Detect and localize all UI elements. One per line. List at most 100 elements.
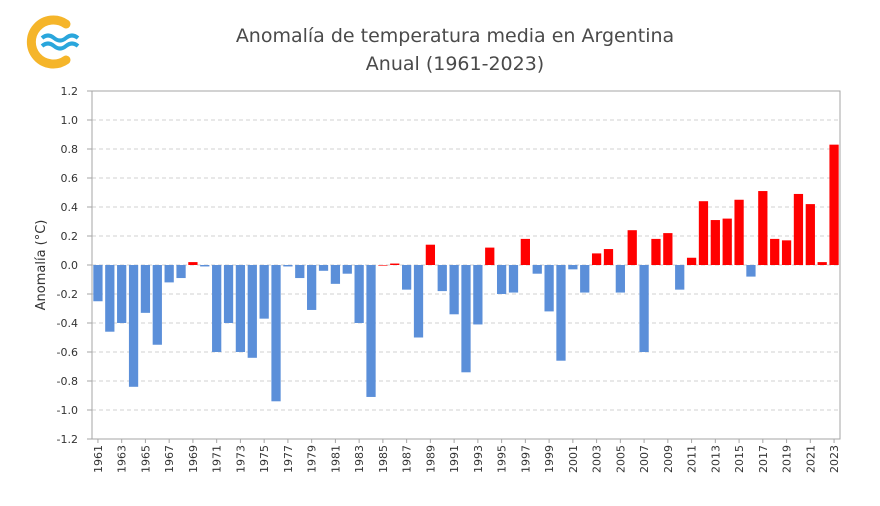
bar-2005 — [615, 265, 625, 293]
x-tick-label: 2023 — [828, 445, 841, 473]
bar-2001 — [568, 265, 578, 270]
bar-1967 — [164, 265, 174, 283]
bar-1975 — [259, 265, 269, 319]
bar-2019 — [781, 240, 792, 265]
bar-2008 — [651, 238, 661, 265]
bar-1961 — [93, 265, 103, 302]
bar-2013 — [710, 220, 720, 265]
bar-1985 — [378, 265, 388, 266]
x-tick-label: 1985 — [377, 445, 390, 473]
bar-1991 — [449, 265, 459, 315]
bar-2006 — [627, 230, 637, 265]
x-tick-label: 2013 — [709, 445, 722, 473]
x-tick-label: 1979 — [306, 445, 319, 473]
y-axis-label: Anomalía (°C) — [34, 220, 49, 311]
y-tick-label: 0.6 — [61, 172, 79, 185]
bar-1976 — [271, 265, 281, 402]
bar-1986 — [390, 263, 400, 265]
x-tick-label: 2017 — [757, 445, 770, 473]
y-tick-label: -0.2 — [57, 288, 78, 301]
organization-logo — [26, 15, 80, 69]
bar-2016 — [746, 265, 756, 277]
bar-1974 — [247, 265, 257, 358]
chart-title: Anomalía de temperatura media en Argenti… — [235, 25, 675, 47]
bar-1984 — [366, 265, 376, 397]
y-tick-label: -0.8 — [57, 375, 78, 388]
bar-1972 — [223, 265, 234, 323]
x-tick-label: 2003 — [591, 445, 604, 473]
x-tick-label: 1969 — [187, 445, 200, 473]
y-tick-label: 1.2 — [61, 85, 79, 98]
x-tick-label: 1991 — [448, 445, 461, 473]
chart-title-block: Anomalía de temperatura media en Argenti… — [150, 22, 760, 78]
x-tick-label: 2019 — [781, 445, 794, 473]
bar-2017 — [758, 191, 768, 265]
bar-2012 — [698, 201, 709, 265]
x-tick-labels: 1961 1963 1965 1967 1969 1971 1973 1975 1977 1979… — [92, 445, 841, 473]
x-tick-label: 1971 — [211, 445, 224, 473]
bar-2002 — [580, 265, 590, 293]
bar-2000 — [556, 265, 566, 361]
bar-1990 — [437, 265, 447, 292]
bar-1965 — [140, 265, 151, 313]
x-tick-label: 2001 — [567, 445, 580, 473]
bar-1992 — [461, 265, 471, 373]
bar-1978 — [295, 265, 305, 279]
y-tick-label: 1.0 — [61, 114, 79, 127]
bar-2023 — [829, 144, 839, 265]
bar-1987 — [402, 265, 412, 290]
bar-1988 — [413, 265, 424, 338]
bar-1983 — [354, 265, 364, 323]
bar-2018 — [770, 238, 780, 265]
x-tick-label: 1995 — [496, 445, 509, 473]
bar-2020 — [793, 193, 804, 265]
bar-1980 — [318, 265, 329, 271]
bar-1995 — [496, 265, 507, 294]
x-tick-label: 1981 — [329, 445, 342, 473]
x-tick-label: 1961 — [92, 445, 105, 473]
y-tick-label: -0.6 — [57, 346, 78, 359]
bar-1982 — [342, 265, 352, 274]
x-tick-label: 1987 — [401, 445, 414, 473]
x-tick-label: 1965 — [139, 445, 152, 473]
bar-1964 — [128, 265, 139, 387]
chart-subtitle: Anual (1961-2023) — [365, 53, 545, 75]
bar-1993 — [473, 265, 483, 325]
bar-1968 — [176, 265, 186, 279]
y-tick-label: -0.4 — [57, 317, 78, 330]
y-tick-label: 0.8 — [61, 143, 79, 156]
y-tick-label: 0.4 — [61, 201, 79, 214]
bar-2022 — [817, 262, 827, 265]
x-tick-label: 1975 — [258, 445, 271, 473]
x-tick-label: 2007 — [638, 445, 651, 473]
bar-2009 — [663, 233, 673, 265]
x-tick-label: 2011 — [686, 445, 699, 473]
y-tick-label: -1.0 — [57, 404, 78, 417]
bar-1977 — [283, 265, 293, 267]
bar-1973 — [235, 265, 246, 352]
bar-1962 — [105, 265, 115, 332]
bar-1997 — [520, 238, 530, 265]
bar-2010 — [675, 265, 685, 290]
x-tick-label: 2009 — [662, 445, 675, 473]
x-tick-label: 1999 — [543, 445, 556, 473]
bar-2004 — [603, 249, 614, 265]
bar-1979 — [307, 265, 317, 310]
bar-1966 — [152, 265, 162, 345]
bar-1994 — [485, 247, 495, 265]
x-tick-label: 1989 — [424, 445, 437, 473]
y-tick-label: 0.2 — [61, 230, 79, 243]
bar-2021 — [805, 204, 815, 265]
x-tick-label: 1993 — [472, 445, 485, 473]
axes — [87, 90, 841, 443]
bar-1999 — [544, 265, 554, 312]
bar-1963 — [117, 265, 127, 323]
bar-1969 — [188, 262, 198, 265]
x-tick-label: 2021 — [804, 445, 817, 473]
x-tick-label: 1973 — [234, 445, 247, 473]
y-tick-label: -1.2 — [57, 433, 78, 446]
x-tick-label: 2015 — [733, 445, 746, 473]
bar-1981 — [330, 265, 341, 284]
bar-2011 — [686, 257, 697, 265]
